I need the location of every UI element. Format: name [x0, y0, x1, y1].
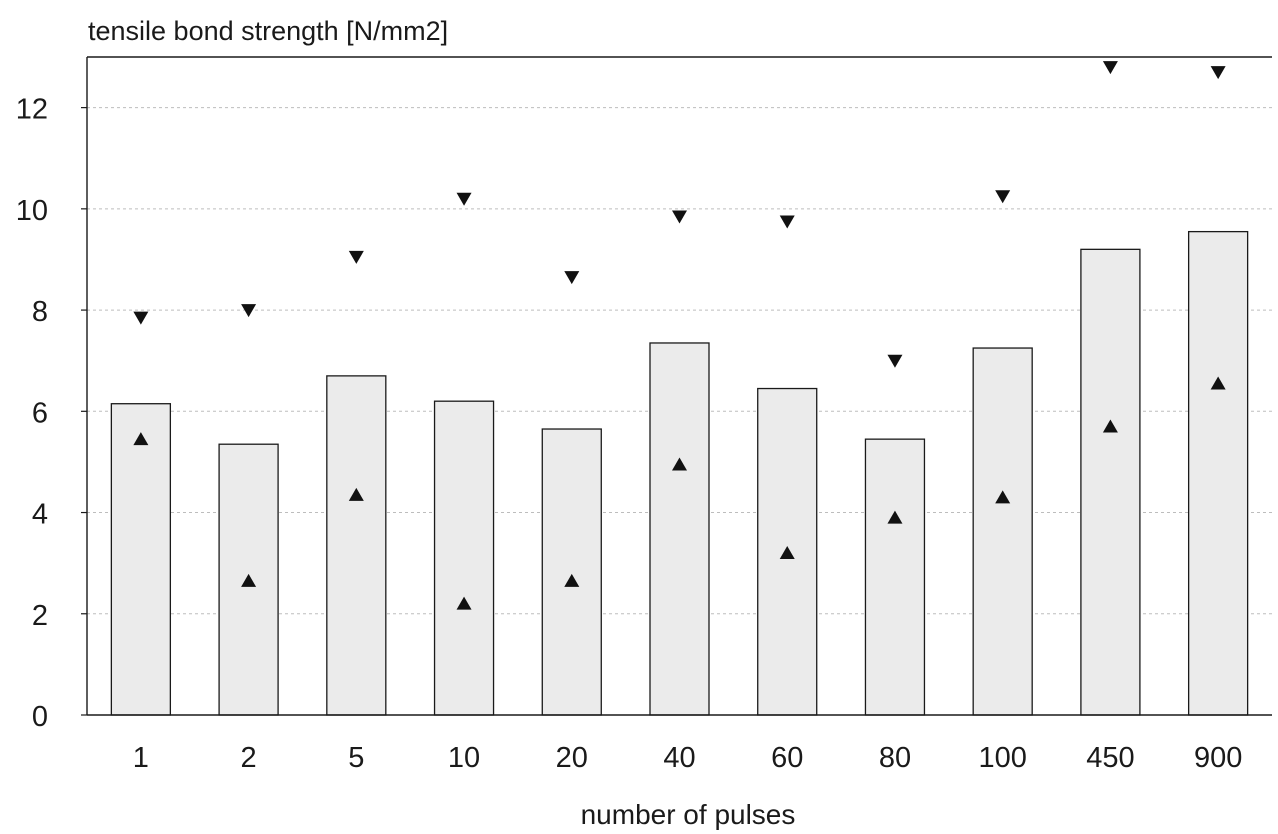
bar	[1187, 230, 1249, 716]
y-tick-label: 8	[32, 296, 48, 328]
y-tick-label: 12	[16, 94, 48, 126]
x-tick-label: 5	[348, 742, 364, 774]
x-tick-label: 1	[133, 742, 149, 774]
bar	[649, 342, 710, 716]
y-tick-label: 6	[32, 397, 48, 429]
bar	[1080, 248, 1141, 716]
plot-frame	[81, 56, 1272, 716]
marker-down	[241, 304, 257, 318]
marker-up	[133, 432, 149, 446]
marker-series	[133, 61, 1226, 610]
x-axis-title: number of pulses	[581, 799, 796, 830]
bar	[326, 375, 387, 716]
marker-down	[779, 215, 795, 229]
x-tick-label: 450	[1086, 742, 1134, 774]
marker-down	[348, 250, 364, 264]
y-tick-label: 2	[32, 600, 48, 632]
marker-up	[1102, 419, 1118, 433]
x-tick-labels: 1 2 5 10 20 40 60 80 100 450 900	[133, 742, 1243, 774]
marker-up	[672, 457, 687, 471]
marker-up	[995, 490, 1011, 504]
marker-up	[779, 546, 795, 560]
x-tick-label: 10	[448, 742, 480, 774]
marker-up	[1210, 376, 1226, 390]
bar	[972, 347, 1033, 716]
marker-down	[133, 311, 149, 325]
y-tick-labels: 0 2 4 6 8 10 12	[16, 94, 48, 733]
marker-down	[887, 354, 903, 368]
marker-down	[1102, 61, 1118, 75]
x-tick-label: 2	[241, 742, 257, 774]
x-tick-label: 60	[771, 742, 803, 774]
x-tick-label: 20	[556, 742, 588, 774]
marker-up	[241, 573, 257, 587]
y-tick-label: 10	[16, 195, 48, 227]
x-tick-label: 100	[978, 742, 1026, 774]
marker-down	[995, 190, 1011, 204]
bar	[433, 400, 495, 716]
marker-down	[456, 192, 472, 206]
marker-down	[1210, 66, 1226, 80]
x-tick-label: 40	[663, 742, 695, 774]
bar	[541, 428, 602, 716]
marker-up	[564, 573, 580, 587]
marker-down	[564, 271, 580, 285]
marker-up	[348, 487, 364, 501]
x-tick-label: 900	[1194, 742, 1242, 774]
y-tick-label: 4	[32, 499, 48, 531]
bar-series	[110, 230, 1249, 716]
y-axis-title: tensile bond strength [N/mm2]	[88, 16, 448, 46]
bar	[864, 438, 926, 716]
marker-up	[887, 510, 903, 524]
marker-down	[672, 210, 687, 224]
x-tick-label: 80	[879, 742, 911, 774]
bar	[110, 403, 172, 716]
y-tick-label: 0	[32, 701, 48, 733]
marker-up	[456, 596, 472, 610]
